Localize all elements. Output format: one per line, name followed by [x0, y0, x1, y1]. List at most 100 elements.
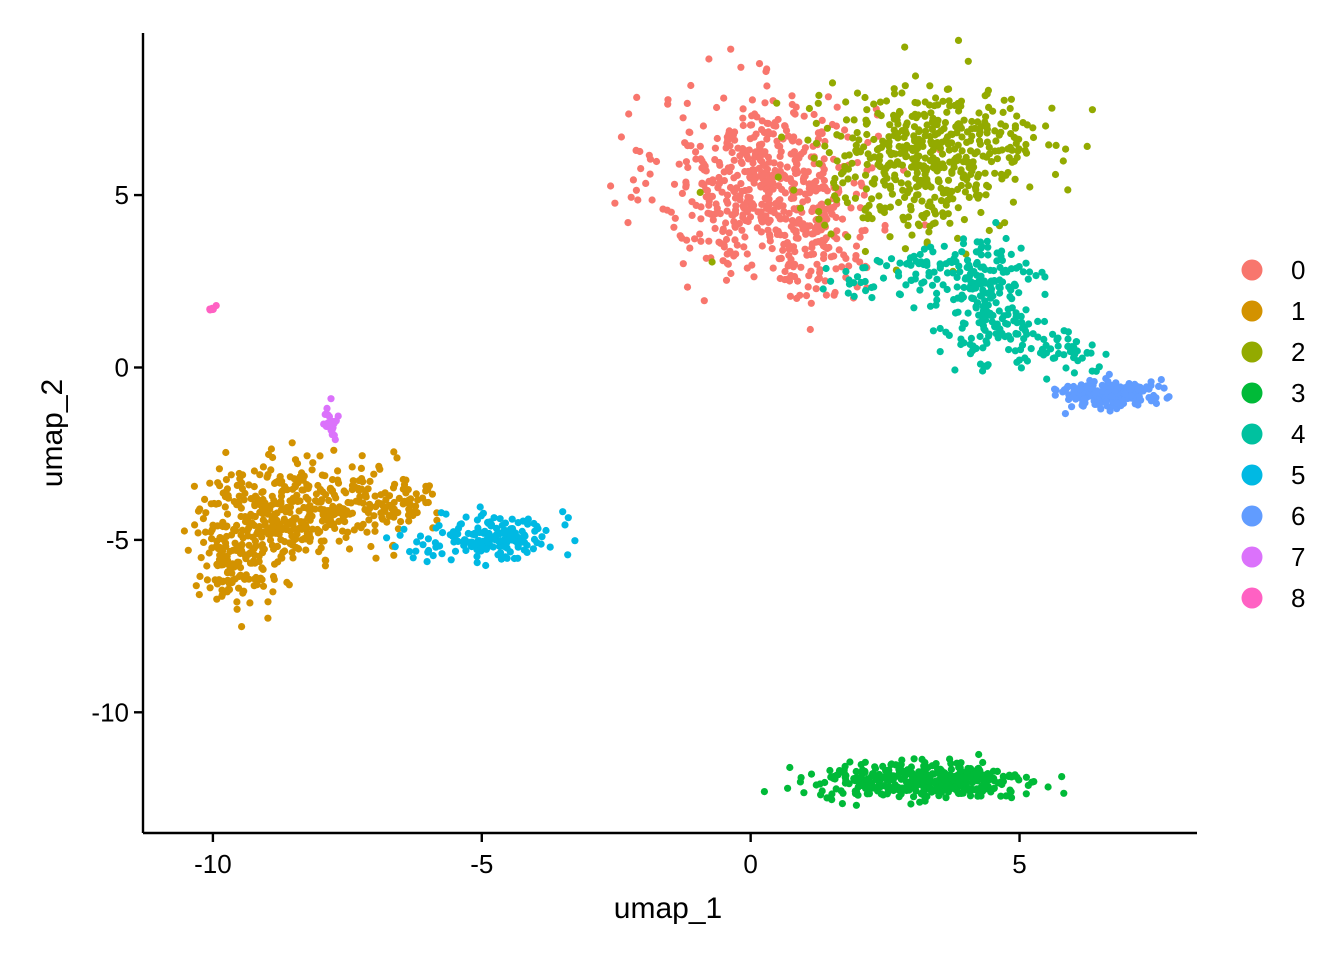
point — [901, 147, 909, 155]
point — [637, 165, 645, 173]
point — [791, 248, 799, 256]
point — [942, 136, 950, 144]
point — [853, 273, 862, 281]
point — [968, 117, 976, 126]
point — [984, 251, 992, 259]
point — [713, 103, 721, 112]
point — [492, 524, 501, 533]
point — [713, 204, 721, 212]
point — [768, 245, 776, 253]
point — [300, 503, 308, 512]
point — [1083, 348, 1091, 357]
point — [948, 139, 956, 147]
point — [851, 173, 859, 181]
point — [900, 133, 908, 141]
point — [841, 762, 849, 771]
point — [1042, 122, 1050, 130]
point — [854, 783, 862, 791]
point — [1015, 289, 1023, 297]
point — [848, 159, 856, 167]
point — [796, 291, 804, 299]
point — [394, 525, 402, 533]
point — [268, 525, 276, 533]
point — [723, 191, 732, 199]
point — [787, 178, 796, 186]
point — [909, 774, 917, 782]
point — [958, 248, 966, 256]
point — [679, 260, 687, 268]
point — [1157, 376, 1165, 384]
point — [725, 229, 733, 237]
point — [981, 92, 989, 100]
point — [799, 198, 807, 206]
point — [854, 791, 862, 799]
point — [808, 240, 816, 248]
point — [696, 142, 704, 150]
point — [916, 250, 924, 259]
point — [732, 202, 740, 210]
point — [976, 332, 984, 341]
point — [870, 153, 878, 161]
point — [424, 535, 432, 543]
point — [739, 211, 747, 219]
point — [862, 116, 870, 124]
point — [358, 475, 366, 483]
point — [965, 193, 973, 201]
point — [842, 772, 850, 780]
point — [642, 179, 650, 187]
point — [778, 185, 786, 193]
point — [396, 531, 404, 539]
point — [977, 292, 986, 300]
point — [462, 513, 470, 521]
x-tick-label: 5 — [1012, 849, 1026, 879]
point — [917, 768, 925, 777]
point — [218, 586, 226, 594]
point — [226, 547, 234, 556]
point — [966, 350, 975, 358]
legend-swatch — [1241, 341, 1263, 363]
point — [335, 517, 343, 526]
y-ticks: 5 0 -5 -10 — [91, 180, 143, 727]
point — [954, 204, 962, 212]
point — [762, 212, 770, 220]
point — [761, 99, 769, 107]
point — [355, 486, 363, 494]
point — [984, 243, 992, 251]
point — [853, 159, 862, 167]
point — [245, 481, 253, 489]
point — [941, 119, 950, 127]
point — [946, 102, 954, 110]
point — [960, 283, 968, 292]
point — [270, 510, 279, 518]
point — [236, 549, 245, 558]
point — [936, 348, 944, 356]
point — [1012, 135, 1020, 143]
point — [184, 546, 192, 554]
point — [896, 259, 904, 267]
point — [930, 268, 938, 276]
point — [757, 172, 765, 180]
point — [256, 471, 264, 479]
point — [969, 342, 977, 350]
point — [991, 127, 999, 135]
point — [227, 471, 235, 479]
point — [346, 510, 354, 518]
point — [332, 494, 340, 502]
point — [289, 537, 298, 545]
point — [831, 192, 839, 200]
point — [828, 120, 837, 129]
point — [961, 188, 970, 196]
point — [733, 171, 742, 179]
point — [328, 426, 336, 434]
point — [992, 219, 1000, 227]
point — [278, 488, 286, 496]
point — [805, 272, 813, 280]
point — [991, 277, 999, 285]
point — [894, 783, 902, 791]
point — [826, 766, 834, 775]
point — [692, 148, 700, 156]
point — [864, 138, 872, 147]
point — [760, 788, 769, 796]
point — [786, 292, 795, 300]
point — [1007, 95, 1016, 103]
